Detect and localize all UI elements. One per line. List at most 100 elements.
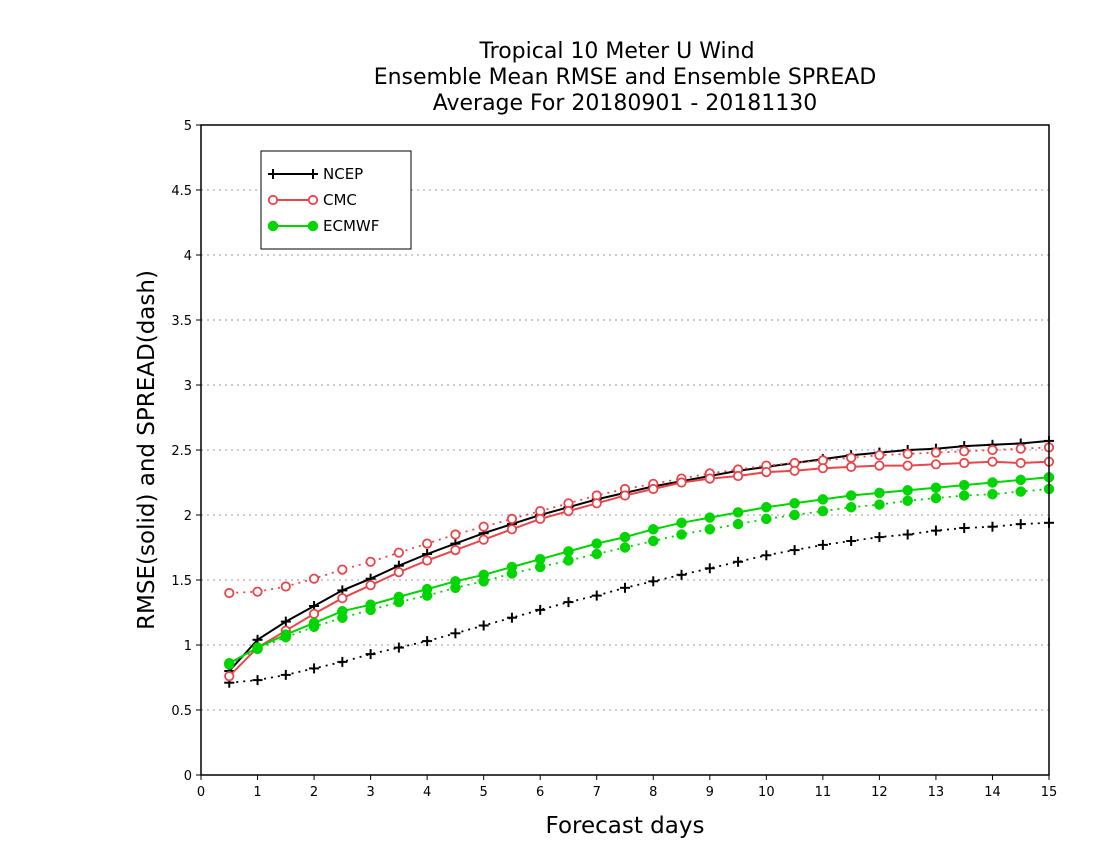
chart-title: Tropical 10 Meter U Wind Ensemble Mean R…	[374, 39, 877, 116]
ecmwf-legend-label: ECMWF	[323, 217, 379, 235]
ecmwf-rmse-point	[280, 629, 292, 640]
ecmwf-spread-point	[789, 509, 800, 521]
ecmwf-rmse-point	[874, 487, 885, 499]
cmc-rmse-line	[228, 460, 1050, 677]
cmc-rmse-point	[478, 534, 489, 545]
y-tick-label: 4	[184, 249, 192, 264]
cmc-spread-point	[959, 446, 970, 457]
ncep-rmse-line	[228, 439, 1050, 672]
ecmwf-rmse-point	[732, 507, 744, 518]
cmc-legend-label: CMC	[323, 191, 357, 209]
ecmwf-spread-point	[930, 492, 942, 504]
ncep-spread-point	[563, 597, 574, 608]
ecmwf-rmse-point	[393, 591, 405, 603]
cmc-legend-marker	[307, 194, 319, 206]
ncep-spread-point	[733, 556, 744, 567]
cmc-rmse-point	[761, 466, 772, 478]
x-tick-label: 11	[815, 785, 832, 800]
cmc-spread-point	[902, 448, 913, 459]
ecmwf-rmse-point	[648, 524, 659, 535]
cmc-spread-point	[506, 513, 518, 525]
ecmwf-spread-point	[676, 529, 687, 540]
ncep-spread-point	[365, 649, 376, 660]
cmc-spread-point	[252, 586, 263, 597]
ecmwf-rmse-point	[704, 512, 716, 523]
x-axis: 0 1 2 3 4 5 6 7 8 9 10 11 12 13 14 15	[197, 775, 1057, 800]
ecmwf-rmse-point	[506, 561, 518, 573]
ecmwf-spread-point	[563, 555, 574, 566]
x-tick-label: 2	[310, 785, 318, 800]
ncep-spread-point	[761, 550, 772, 561]
x-tick-label: 6	[536, 785, 544, 800]
ecmwf-rmse-point	[676, 517, 687, 529]
ecmwf-rmse-point	[619, 531, 631, 543]
ncep-spread-point	[959, 523, 970, 533]
cmc-spread-point	[393, 547, 404, 558]
ecmwf-legend-marker	[267, 220, 279, 232]
ecmwf-rmse-point	[337, 605, 348, 617]
x-tick-label: 8	[649, 785, 657, 800]
cmc-rmse-point	[308, 608, 320, 619]
x-tick-label: 7	[593, 785, 601, 800]
cmc-rmse-point	[422, 555, 433, 566]
ecmwf-spread-point	[591, 548, 602, 560]
cmc-rmse-point	[676, 477, 687, 488]
x-axis-label: Forecast days	[546, 813, 705, 839]
ecmwf-rmse-point	[252, 642, 263, 653]
ncep-spread-point	[902, 529, 913, 540]
ecmwf-rmse-point	[478, 569, 489, 581]
cmc-rmse-point	[902, 460, 913, 471]
cmc-legend-marker	[267, 194, 279, 206]
ecmwf-rmse-point	[591, 538, 602, 549]
ecmwf-spread-point	[817, 505, 829, 517]
cmc-rmse-point	[506, 524, 518, 535]
cmc-rmse-point	[930, 459, 942, 470]
cmc-rmse-point	[563, 505, 574, 517]
x-tick-label: 13	[928, 785, 945, 800]
ecmwf-rmse-point	[308, 617, 320, 629]
y-axis: 0 0.5 1 1.5 2 2.5 3 3.5 4 4.5 5	[171, 119, 201, 784]
cmc-rmse-point	[874, 460, 885, 471]
cmc-spread-point	[280, 581, 291, 592]
cmc-rmse-point	[591, 498, 602, 509]
y-tick-label: 0.5	[171, 704, 192, 719]
x-tick-label: 4	[423, 785, 431, 800]
cmc-rmse-point	[450, 544, 461, 556]
ncep-spread-point	[817, 539, 828, 550]
y-tick-label: 4.5	[171, 184, 192, 199]
y-axis-label: RMSE(solid) and SPREAD(dash)	[134, 270, 160, 630]
x-tick-label: 1	[253, 785, 261, 800]
ecmwf-spread-point	[704, 524, 716, 535]
x-tick-label: 0	[197, 785, 205, 800]
ncep-spread-line	[229, 521, 1050, 684]
ncep-spread-point	[393, 642, 404, 653]
ncep-spread-point	[422, 636, 433, 647]
cmc-spread-point	[365, 556, 376, 567]
x-tick-label: 9	[706, 785, 714, 800]
ncep-spread-point	[478, 620, 489, 631]
ecmwf-rmse-point	[817, 494, 829, 505]
x-tick-label: 3	[366, 785, 374, 800]
ncep-spread-point	[704, 563, 715, 574]
ecmwf-spread-point	[761, 513, 772, 525]
ncep-spread-point	[506, 612, 517, 623]
cmc-rmse-point	[648, 483, 659, 495]
cmc-rmse-point	[959, 457, 970, 469]
cmc-rmse-point	[535, 513, 546, 525]
y-tick-label: 5	[184, 119, 192, 134]
y-tick-label: 2.5	[171, 444, 192, 459]
cmc-rmse-point	[337, 593, 348, 604]
ecmwf-rmse-point	[421, 583, 433, 595]
ecmwf-rmse-point	[789, 498, 800, 509]
ncep-spread-point	[930, 525, 941, 536]
cmc-spread-point	[930, 447, 942, 458]
cmc-spread-line	[229, 446, 1050, 594]
ncep-spread-point	[620, 582, 630, 593]
ecmwf-spread-point	[902, 495, 913, 506]
ecmwf-rmse-point	[534, 553, 546, 565]
ecmwf-rmse-point	[365, 599, 376, 610]
cmc-spread-point	[987, 444, 998, 456]
cmc-rmse-point	[1015, 457, 1026, 469]
cmc-spread-point	[478, 521, 489, 532]
ncep-spread-point	[309, 663, 320, 674]
